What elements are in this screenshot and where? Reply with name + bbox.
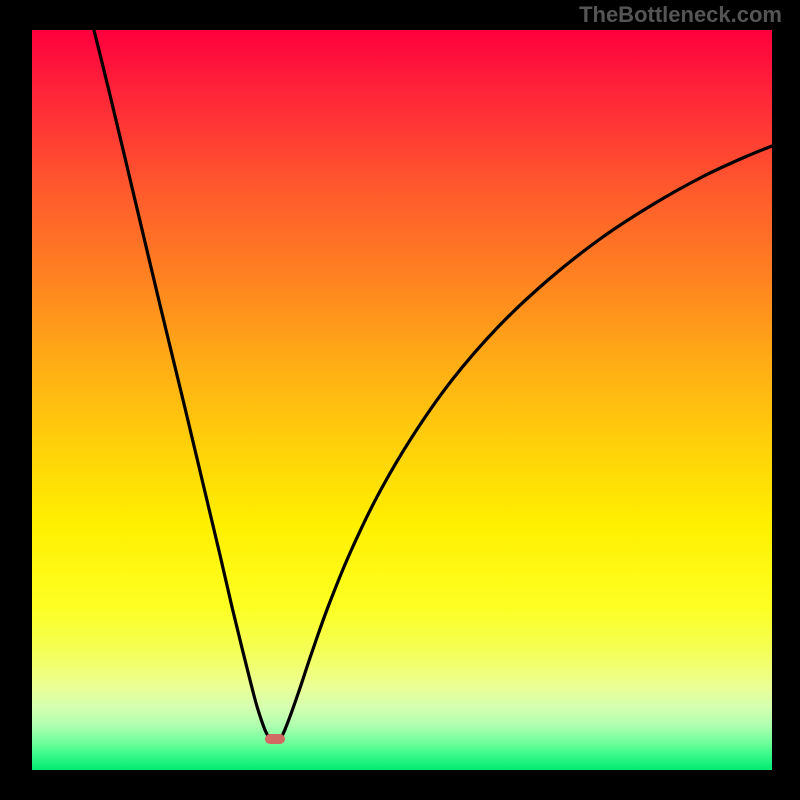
chart-container: TheBottleneck.com (0, 0, 800, 800)
bottleneck-curve-chart (0, 0, 800, 800)
minimum-marker (265, 734, 285, 744)
watermark-text: TheBottleneck.com (579, 2, 782, 28)
plot-gradient-background (32, 30, 772, 770)
